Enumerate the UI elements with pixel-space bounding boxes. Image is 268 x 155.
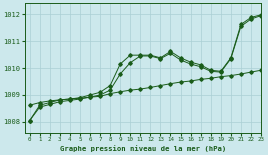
X-axis label: Graphe pression niveau de la mer (hPa): Graphe pression niveau de la mer (hPa) [60, 145, 226, 152]
